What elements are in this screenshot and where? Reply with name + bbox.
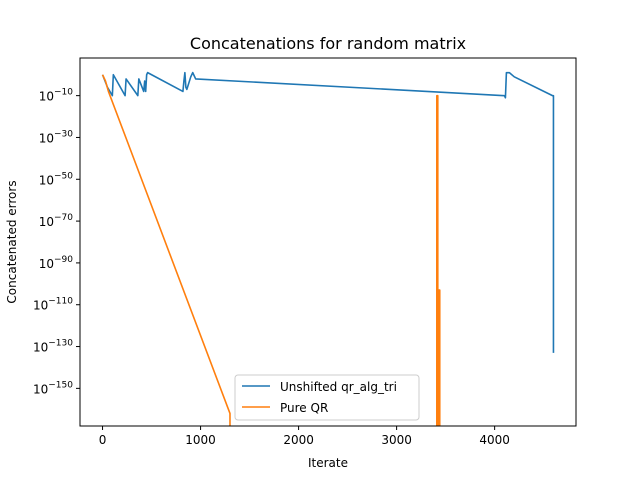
legend-label-pure-qr: Pure QR (280, 401, 328, 415)
x-tick-label: 4000 (479, 433, 510, 447)
x-tick-label: 0 (99, 433, 107, 447)
y-tick-label: 10−150 (33, 380, 73, 396)
chart-title: Concatenations for random matrix (190, 34, 466, 53)
x-tick-label: 2000 (283, 433, 314, 447)
y-tick-label: 10−130 (33, 339, 73, 355)
x-tick-label: 3000 (381, 433, 412, 447)
x-axis: 0 1000 2000 3000 4000 (99, 426, 510, 447)
legend-box (234, 374, 420, 421)
y-axis-label: Concatenated errors (5, 180, 19, 303)
y-tick-label: 10−90 (39, 255, 74, 271)
y-tick-label: 10−50 (39, 171, 74, 187)
y-tick-label: 10−10 (39, 88, 74, 104)
y-tick-label: 10−70 (39, 213, 74, 229)
series-line-1 (101, 74, 441, 426)
series-group (101, 71, 555, 426)
plot-frame (79, 57, 577, 427)
legend-label-unshifted: Unshifted qr_alg_tri (280, 380, 397, 394)
x-axis-label: Iterate (308, 456, 348, 470)
series-line-0 (101, 71, 555, 353)
y-tick-label: 10−30 (39, 129, 74, 145)
x-tick-label: 1000 (185, 433, 216, 447)
y-tick-label: 10−110 (33, 297, 73, 313)
y-axis: 10−150 10−130 10−110 10−90 10−70 10−50 10−30 10… (33, 88, 80, 396)
legend: Unshifted qr_alg_tri Pure QR (234, 374, 420, 421)
